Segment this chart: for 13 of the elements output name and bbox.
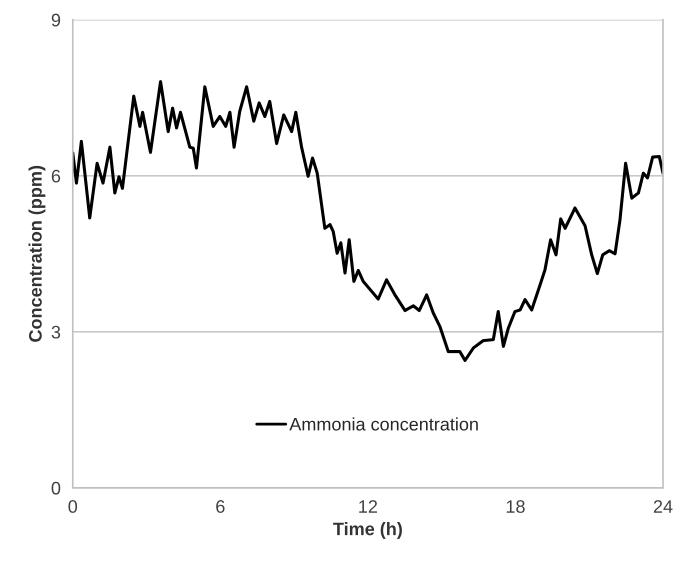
x-tick-label: 6	[216, 500, 225, 513]
y-tick-label: 9	[52, 14, 60, 26]
y-tick-label: 3	[52, 326, 60, 339]
x-tick-label: 18	[506, 500, 525, 513]
y-axis-title: Concentration (ppm)	[28, 166, 46, 342]
y-tick-label: 6	[52, 170, 60, 182]
x-tick-label: 12	[359, 500, 378, 513]
y-tick-label: 0	[52, 482, 60, 495]
x-axis-title: Time (h)	[333, 522, 402, 539]
x-tick-label: 0	[68, 500, 78, 513]
x-tick-label: 24	[654, 500, 673, 513]
legend-label: Ammonia concentration	[289, 417, 478, 431]
line-series	[72, 80, 663, 362]
